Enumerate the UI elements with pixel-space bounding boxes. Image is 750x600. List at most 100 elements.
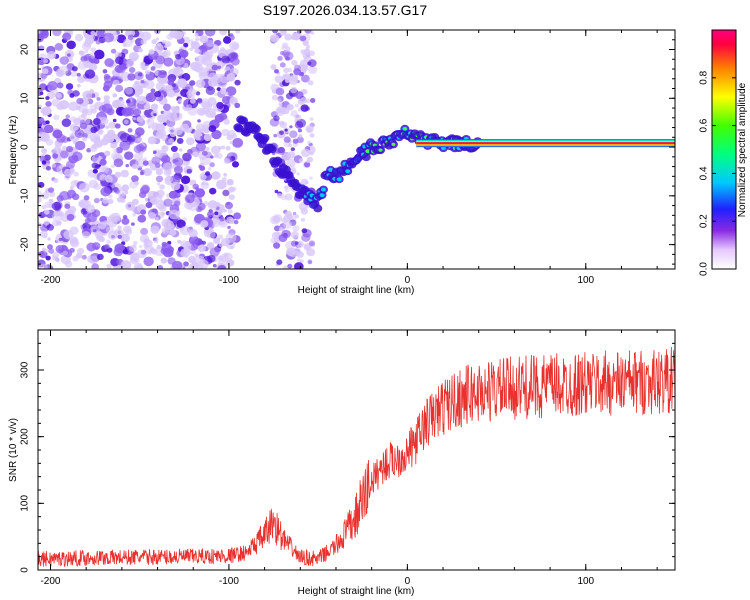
spectrogram-point [291,247,302,257]
spectrogram-point [234,79,241,86]
spectrogram-point [131,222,135,226]
spectrogram-point [69,238,79,246]
spectrogram-point [196,98,203,104]
spectrogram-point [294,262,304,269]
spectrogram-point [64,168,73,177]
y-tick-label: 300 [20,361,31,378]
colorbar-label: Normalized spectral amplitude [737,82,748,217]
spectrogram-point [103,95,110,101]
spectrogram-point [131,198,139,206]
spectrogram-point [83,195,90,201]
spectrogram-point [140,39,147,45]
spectrogram-point [56,103,64,111]
spectrogram-point [135,127,145,136]
spectrogram-point [176,137,184,144]
spectrogram-point [274,237,281,244]
spectrogram-point [211,64,219,71]
spectrogram-point [66,145,74,153]
spectrogram-point [114,188,120,194]
spectrogram-point [229,96,238,105]
spectrogram-point [56,82,64,89]
spectrogram-point [219,30,228,36]
spectrogram-point [121,217,130,225]
spectrogram-point [55,258,60,263]
spectrogram-y-ticks: -20 -10 0 10 20 [20,29,675,265]
spectrogram-point [281,229,291,239]
spectrogram-point [136,95,147,105]
spectrogram-point [277,98,282,102]
spectrogram-point [188,235,199,245]
spectrogram-point [271,94,279,101]
spectrogram-point [117,72,124,79]
spectrogram-point [208,125,217,132]
spectrogram-point [122,214,128,220]
spectrogram-point [134,181,139,186]
spectrogram-point [91,162,99,169]
spectrogram-point [38,137,43,142]
spectrogram-point [283,136,291,143]
spectrogram-point [71,66,78,72]
spectrogram-point [226,259,235,267]
spectrogram-point [205,53,210,58]
spectrogram-point [181,31,186,36]
spectrogram-point [207,200,219,210]
spectrogram-point [214,93,218,97]
spectrogram-point [279,121,288,129]
spectrogram-point [69,226,79,235]
spectrogram-point [93,183,101,190]
spectrogram-point [110,141,118,149]
spectrogram-point [223,158,231,164]
spectrogram-point [173,165,183,175]
spectrogram-point [123,119,129,125]
spectrogram-ridge [233,115,483,213]
spectrogram-point [274,189,279,194]
spectrogram-point [131,175,139,183]
x-tick-label: -200 [40,576,60,587]
x-tick-label: -200 [40,275,60,286]
spectrogram-point [101,119,106,124]
ridge-point [273,156,283,165]
spectrogram-point [105,175,113,183]
y-tick-label: -10 [20,188,31,203]
spectrogram-point [87,55,92,60]
spectrogram-point [299,59,310,68]
spectrogram-point [203,133,212,142]
spectrogram-point [171,260,183,269]
spectrogram-point [92,168,98,174]
spectrogram-point [235,30,241,34]
spectrogram-point [229,218,236,225]
spectrogram-point [152,150,157,154]
spectrogram-point [159,167,164,172]
spectrogram-point [284,78,291,83]
spectrogram-point [112,79,120,86]
spectrogram-point [284,188,290,193]
spectrogram-point [90,30,96,36]
x-tick-label: 0 [405,275,411,286]
spectrogram-point [233,220,239,225]
spectrogram-point [82,231,91,239]
spectrogram-point [45,120,50,125]
x-tick-label: -100 [219,576,239,587]
spectrogram-point [304,30,312,34]
snr-x-label: Height of straight line (km) [298,586,415,597]
spectrogram-point [226,73,236,82]
spectrogram-point [279,50,285,56]
spectrogram-point [161,227,169,235]
spectrogram-point [290,147,295,152]
spectrogram-point [179,226,191,236]
spectrogram-point [155,217,159,221]
spectrogram-point [96,97,101,101]
spectrogram-point [285,56,290,61]
spectrogram-point [121,184,130,192]
spectrogram-point [213,237,221,244]
spectrogram-point [150,103,159,111]
spectrogram-point [53,114,60,121]
y-tick-label: 10 [20,92,31,104]
spectrogram-point [296,118,307,128]
spectrogram-point [73,171,79,177]
spectrogram-point [46,51,57,60]
spectrogram-point [220,145,226,150]
spectrogram-point [56,133,66,143]
colorbar-tick-label: 0.4 [699,166,710,180]
spectrogram-point [38,196,42,203]
